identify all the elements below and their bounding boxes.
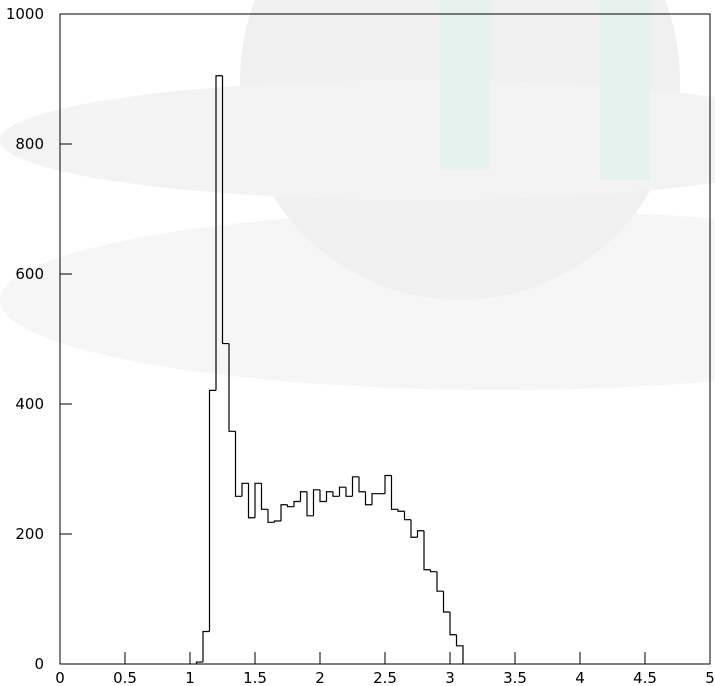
histogram-bin — [351, 476, 359, 497]
y-tick-label: 0 — [34, 655, 44, 673]
histogram-bin — [195, 661, 203, 664]
x-tick-label: 1.5 — [243, 669, 267, 686]
histogram-bin — [293, 500, 301, 507]
histogram-bin — [384, 474, 392, 494]
histogram-bin — [260, 483, 268, 510]
histogram-bin — [208, 389, 216, 632]
histogram-bin — [436, 571, 444, 592]
histogram-bin — [202, 630, 210, 663]
histogram-bin — [228, 343, 236, 432]
histogram-bin — [358, 476, 366, 493]
histogram-bin — [221, 75, 229, 345]
x-tick-label: 5 — [705, 669, 715, 686]
histogram-bin — [312, 489, 320, 516]
histogram-bin — [397, 509, 405, 512]
x-tick-label: 1 — [185, 669, 195, 686]
x-tick-label: 2.5 — [373, 669, 397, 686]
histogram-bin — [215, 75, 223, 391]
y-tick-label: 200 — [15, 525, 44, 543]
histogram-bin — [403, 511, 411, 521]
histogram-bin — [442, 591, 450, 613]
histogram-bin — [267, 509, 275, 523]
x-tick-label: 3.5 — [503, 669, 527, 686]
histogram-bin — [423, 530, 431, 571]
x-tick-label: 4.5 — [633, 669, 657, 686]
histogram-bin — [319, 489, 327, 503]
histogram-bin — [306, 491, 314, 517]
background-logo — [0, 0, 715, 300]
histogram-bin — [410, 519, 418, 538]
histogram-bin — [247, 483, 255, 519]
histogram-bin — [273, 520, 281, 523]
histogram-bin — [299, 491, 307, 502]
histogram-bin — [455, 634, 464, 664]
x-tick-label: 3 — [445, 669, 455, 686]
histogram-bin — [429, 569, 437, 573]
x-tick-label: 0.5 — [113, 669, 137, 686]
x-tick-label: 2 — [315, 669, 325, 686]
y-tick-label: 1000 — [6, 5, 44, 23]
histogram-bin — [449, 612, 457, 636]
x-tick-label: 4 — [575, 669, 585, 686]
y-tick-label: 800 — [15, 135, 44, 153]
x-tick-label: 0 — [55, 669, 65, 686]
histogram-bin — [280, 504, 288, 521]
histogram-bin — [416, 530, 424, 538]
histogram-bin — [390, 475, 398, 510]
histogram-bin — [286, 504, 294, 508]
histogram-bin — [234, 431, 242, 497]
histogram-bin — [338, 486, 346, 497]
y-tick-label: 600 — [15, 265, 44, 283]
histogram-bin — [325, 491, 333, 502]
histogram-bin — [241, 482, 249, 497]
histogram-bin — [364, 491, 372, 506]
histogram-bin — [332, 491, 340, 497]
histogram-bin — [371, 493, 379, 505]
y-tick-label: 400 — [15, 395, 44, 413]
histogram-bin — [254, 482, 262, 518]
histogram-bin — [345, 487, 353, 497]
